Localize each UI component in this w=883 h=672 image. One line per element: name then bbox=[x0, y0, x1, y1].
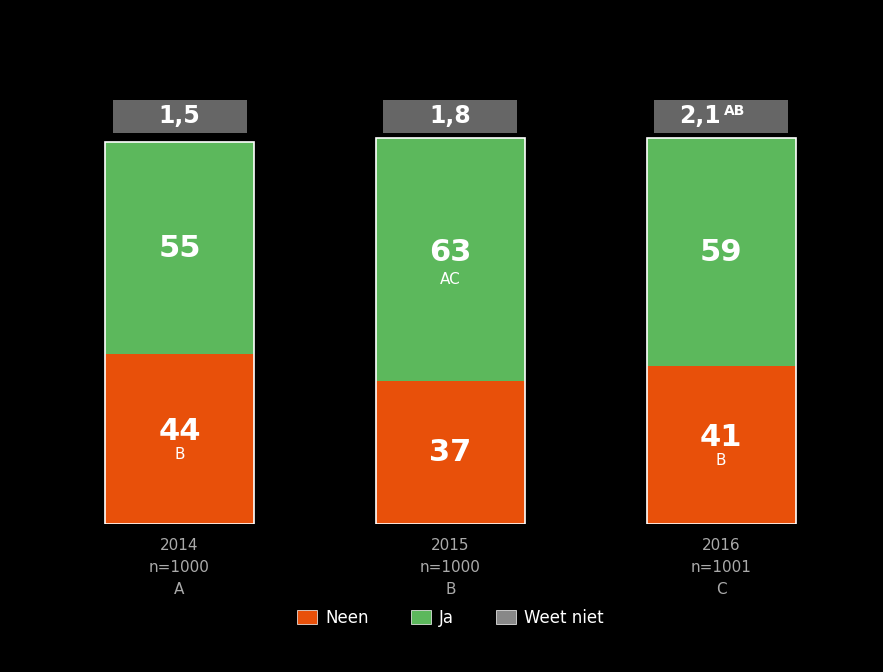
Bar bbox=[383, 100, 517, 132]
Text: 55: 55 bbox=[158, 234, 200, 263]
Bar bbox=[105, 142, 254, 524]
Bar bbox=[105, 354, 254, 524]
Bar bbox=[376, 382, 525, 524]
Text: B: B bbox=[174, 448, 185, 462]
Text: AB: AB bbox=[724, 103, 745, 118]
Bar bbox=[646, 366, 796, 524]
Text: 63: 63 bbox=[429, 238, 472, 267]
Text: 44: 44 bbox=[158, 417, 200, 446]
Bar bbox=[112, 100, 246, 132]
Text: 1,8: 1,8 bbox=[429, 104, 472, 128]
Bar bbox=[654, 100, 789, 132]
Bar bbox=[646, 138, 796, 524]
Text: B: B bbox=[716, 453, 727, 468]
Text: 37: 37 bbox=[429, 438, 472, 467]
Legend: Neen, Ja, Weet niet: Neen, Ja, Weet niet bbox=[297, 609, 604, 627]
Bar bbox=[646, 138, 796, 366]
Text: AC: AC bbox=[440, 271, 461, 287]
Text: 1,5: 1,5 bbox=[159, 104, 200, 128]
Text: 2,1: 2,1 bbox=[680, 104, 721, 128]
Bar bbox=[376, 138, 525, 382]
Text: 59: 59 bbox=[700, 238, 743, 267]
Bar bbox=[105, 142, 254, 354]
Text: 41: 41 bbox=[700, 423, 743, 452]
Bar bbox=[376, 138, 525, 524]
